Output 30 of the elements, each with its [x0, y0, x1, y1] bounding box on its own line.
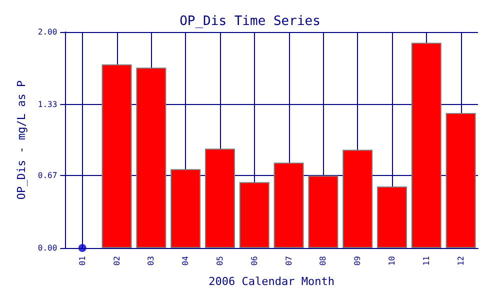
y-tick-label: 0.67 [38, 171, 58, 180]
x-tick-label: 12 [456, 256, 466, 266]
bar [376, 186, 407, 248]
x-tick-label: 05 [215, 256, 224, 266]
y-tick-label: 1.33 [38, 100, 58, 109]
x-tick-label: 06 [250, 256, 259, 266]
x-axis-title: 2006 Calendar Month [208, 275, 335, 288]
y-tick-label: 2.00 [38, 28, 58, 36]
chart-title: OP_Dis Time Series [180, 14, 320, 29]
bar [446, 113, 476, 248]
x-tick-label: 10 [387, 256, 396, 266]
y-tick-label: 0.00 [38, 244, 58, 252]
bar [274, 162, 304, 248]
x-tick-label: 03 [146, 256, 156, 266]
bar [411, 42, 442, 248]
bar [308, 176, 338, 248]
bar [136, 68, 166, 248]
bar [342, 150, 373, 248]
x-tick-label: 11 [422, 256, 431, 266]
x-tick-label: 07 [284, 256, 294, 266]
x-tick-label: 04 [181, 256, 190, 266]
bar [239, 182, 270, 248]
y-axis-title: OP_Dis - mg/L as P [15, 80, 28, 200]
x-tick-label: 02 [112, 256, 122, 266]
bar [204, 148, 235, 248]
bar [170, 169, 201, 248]
x-tick-label: 09 [353, 256, 362, 266]
x-tick-label: 08 [318, 256, 328, 266]
x-tick-label: 01 [78, 256, 87, 266]
bar [102, 64, 132, 248]
